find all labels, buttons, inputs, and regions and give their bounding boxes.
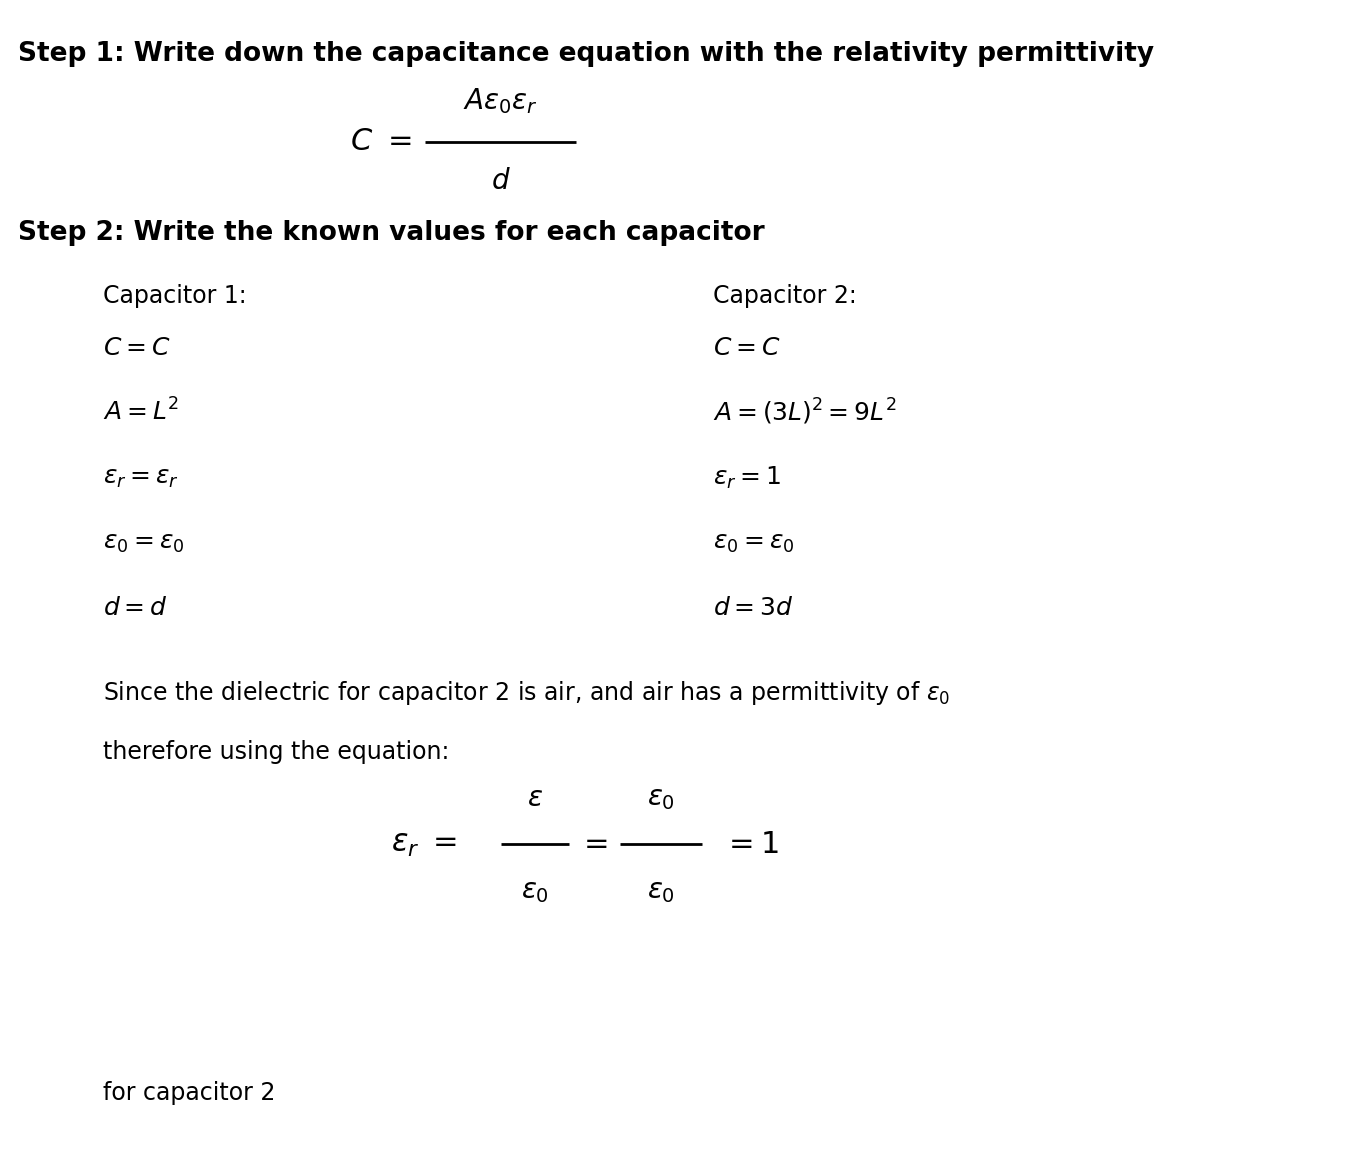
Text: $\varepsilon_r = 1$: $\varepsilon_r = 1$ [713,465,781,491]
Text: $\varepsilon$: $\varepsilon$ [527,784,543,812]
Text: $d$: $d$ [491,167,510,195]
Text: $d = 3d$: $d = 3d$ [713,596,794,619]
Text: $\varepsilon_0$: $\varepsilon_0$ [648,877,675,905]
Text: $\varepsilon_r\ =$: $\varepsilon_r\ =$ [391,831,457,858]
Text: $C\ =$: $C\ =$ [350,128,412,155]
Text: $A\varepsilon_0\varepsilon_r$: $A\varepsilon_0\varepsilon_r$ [464,86,538,116]
Text: $\varepsilon_0 = \varepsilon_0$: $\varepsilon_0 = \varepsilon_0$ [103,531,184,554]
Text: $C = C$: $C = C$ [103,336,170,360]
Text: Since the dielectric for capacitor 2 is air, and air has a permittivity of $\var: Since the dielectric for capacitor 2 is … [103,679,951,706]
Text: Capacitor 1:: Capacitor 1: [103,284,247,309]
Text: Capacitor 2:: Capacitor 2: [713,284,858,309]
Text: Step 2: Write the known values for each capacitor: Step 2: Write the known values for each … [18,220,764,246]
Text: $A = L^2$: $A = L^2$ [103,398,178,426]
Text: $C = C$: $C = C$ [713,336,781,360]
Text: $d = d$: $d = d$ [103,596,167,619]
Text: $\varepsilon_r = \varepsilon_r$: $\varepsilon_r = \varepsilon_r$ [103,466,178,490]
Text: $\varepsilon_0 = \varepsilon_0$: $\varepsilon_0 = \varepsilon_0$ [713,531,794,554]
Text: $\varepsilon_0$: $\varepsilon_0$ [521,877,549,905]
Text: for capacitor 2: for capacitor 2 [103,1081,276,1105]
Text: $A = (3L)^2 = 9L^2$: $A = (3L)^2 = 9L^2$ [713,397,897,427]
Text: therefore using the equation:: therefore using the equation: [103,740,449,764]
Text: $\varepsilon_0$: $\varepsilon_0$ [648,784,675,812]
Text: $= 1$: $= 1$ [723,831,779,858]
Text: =: = [584,831,609,858]
Text: Step 1: Write down the capacitance equation with the relativity permittivity: Step 1: Write down the capacitance equat… [18,41,1154,66]
